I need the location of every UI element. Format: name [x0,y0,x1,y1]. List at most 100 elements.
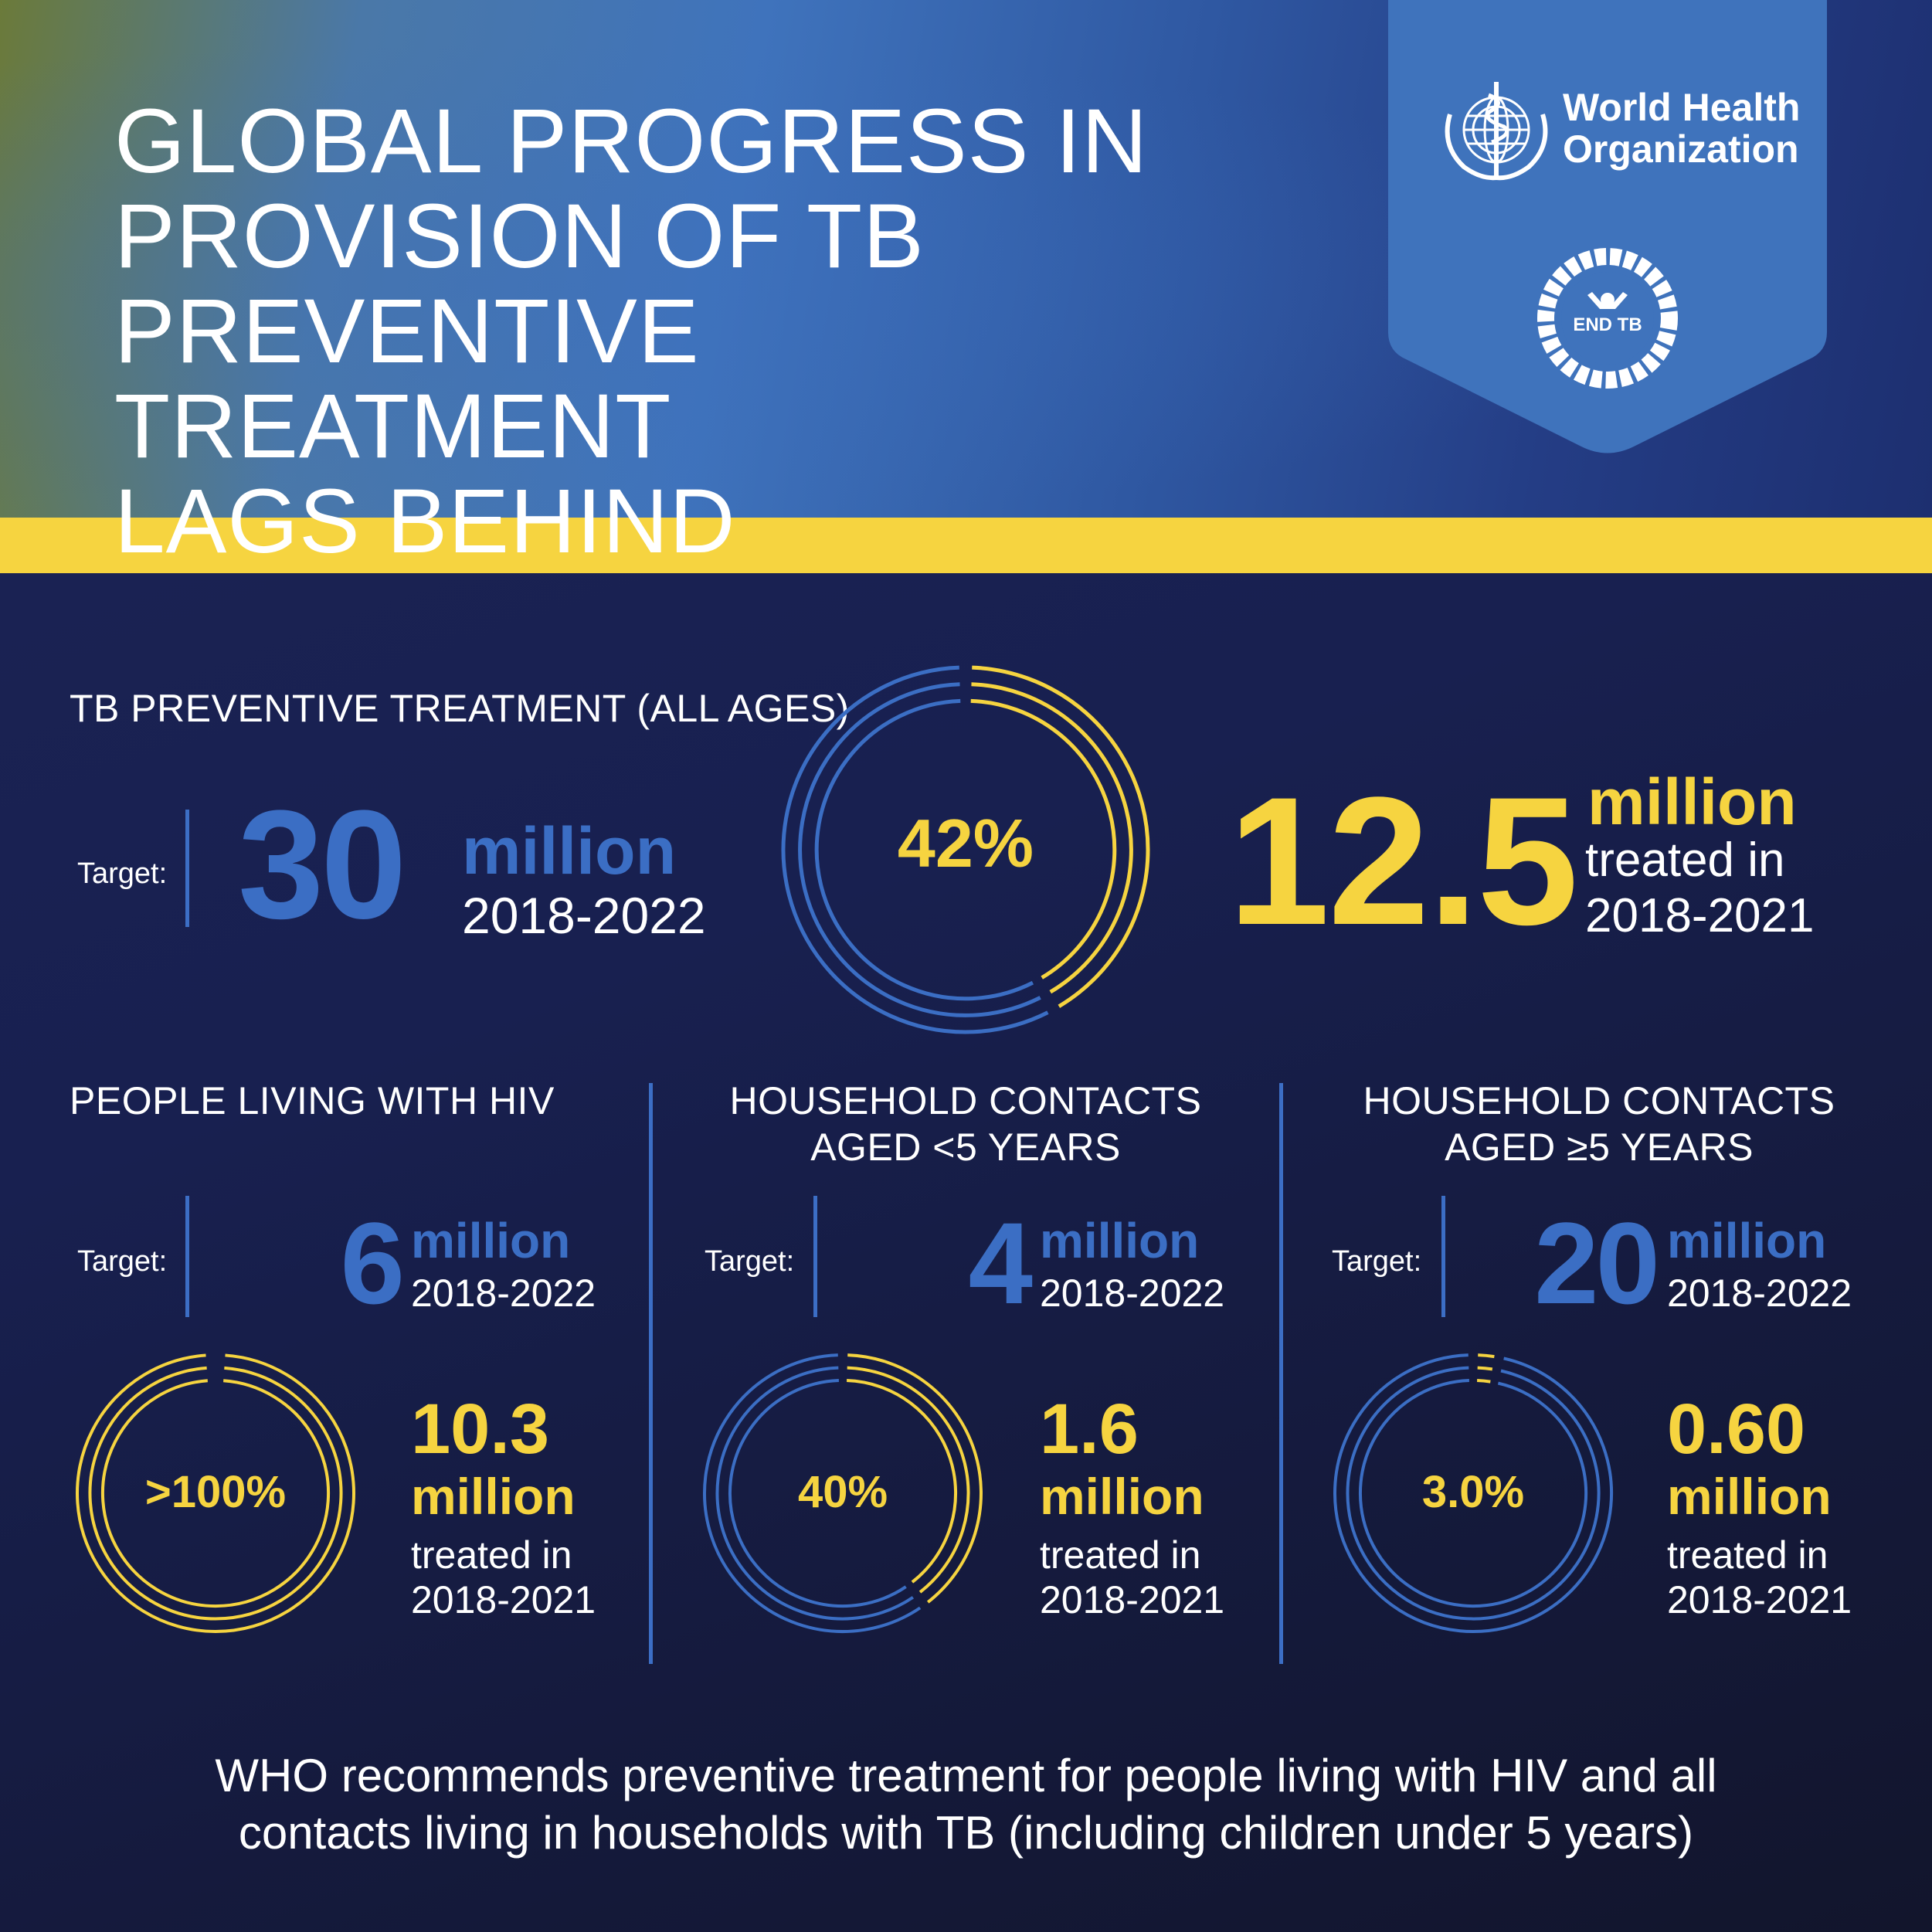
target-label: Target: [705,1245,795,1278]
ring-track [76,1353,355,1633]
column-divider [1279,1083,1283,1664]
ring-progress-arc [847,1379,958,1584]
footer-line: contacts living in households with TB (i… [238,1807,1694,1859]
end-tb-label: END TB [1573,314,1642,335]
ring-remaining-arc [728,1379,907,1608]
footer-note: WHO recommends preventive treatment for … [77,1747,1855,1862]
target-unit: million [411,1213,571,1268]
target-period: 2018-2022 [1040,1272,1225,1315]
treated-text: treated in [1040,1533,1201,1577]
target-period: 2018-2022 [411,1272,596,1315]
section-title-all-ages: TB PREVENTIVE TREATMENT (ALL AGES) [70,687,850,730]
ring-remaining-arc [1346,1366,1601,1621]
ring-track [814,698,1117,1001]
ring-track [1333,1353,1613,1633]
who-name-line: Organization [1563,127,1799,171]
ring-progress-arc [972,665,1150,1008]
ring-progress-arc [1477,1366,1493,1371]
ring-track [1359,1379,1588,1608]
target-period: 2018-2022 [462,887,706,944]
target-divider [1441,1196,1445,1317]
ring-progress-arc [847,1353,983,1604]
treated-value: 10.3 [411,1390,550,1469]
target-unit: million [1040,1213,1200,1268]
page-title: GLOBAL PROGRESS IN PROVISION OF TB PREVE… [114,94,1196,569]
title-line: LAGS BEHIND [114,470,736,572]
section-title-5-plus: HOUSEHOLD CONTACTS AGED ≥5 YEARS [1306,1078,1893,1170]
treated-period: 2018-2021 [1667,1578,1852,1621]
ring-track [781,665,1150,1034]
treated-period: 2018-2021 [411,1578,596,1621]
ring-progress-arc [971,682,1133,994]
target-unit: million [462,814,677,888]
target-value: 4 [968,1198,1033,1328]
ring-track [728,1379,958,1608]
ring-remaining-arc [715,1366,915,1621]
section-title-under-5: HOUSEHOLD CONTACTS AGED <5 YEARS [680,1078,1251,1170]
target-unit: million [1667,1213,1827,1268]
ring-progress-arc [76,1353,355,1633]
treated-unit: million [1587,766,1797,838]
ring-track [88,1366,343,1621]
progress-ring-under-5: 40% [703,1353,983,1633]
target-divider [813,1196,817,1317]
ring-progress-arc [970,698,1117,980]
section-title-line: HOUSEHOLD CONTACTS [729,1079,1202,1122]
percent-label: 42% [898,805,1034,881]
progress-ring-5-plus: 3.0% [1333,1353,1613,1633]
title-line: GLOBAL PROGRESS IN [114,90,1149,192]
section-title-line: HOUSEHOLD CONTACTS [1363,1079,1835,1122]
treated-value: 0.60 [1667,1390,1806,1469]
target-value: 30 [238,779,406,951]
ring-track [1346,1366,1601,1621]
target-label: Target: [77,1245,168,1278]
treated-text: treated in [411,1533,572,1577]
target-value: 6 [340,1198,405,1328]
title-line: PROVISION OF TB [114,185,925,287]
target-label: Target: [1332,1245,1422,1278]
section-title-line: AGED ≥5 YEARS [1445,1126,1754,1169]
ring-track [100,1379,331,1608]
end-tb-icon [1537,248,1678,389]
progress-ring-all-ages: 42% [781,665,1150,1034]
percent-label: 3.0% [1422,1467,1524,1517]
footer-line: WHO recommends preventive treatment for … [215,1750,1717,1801]
treated-value: 1.6 [1040,1390,1139,1469]
ring-progress-arc [1477,1379,1491,1384]
ring-remaining-arc [781,665,1049,1034]
ring-track [703,1353,983,1633]
section-title-hiv: PEOPLE LIVING WITH HIV [70,1079,555,1122]
target-value: 20 [1534,1198,1660,1328]
percent-label: >100% [145,1467,286,1517]
ring-remaining-arc [814,698,1034,1001]
treated-period: 2018-2021 [1040,1578,1225,1621]
column-divider [649,1083,653,1664]
target-period: 2018-2022 [1667,1272,1852,1315]
treated-text: treated in [1585,834,1785,887]
progress-ring-hiv: >100% [76,1353,355,1633]
ring-track [715,1366,970,1621]
treated-text: treated in [1667,1533,1828,1577]
treated-unit: million [1667,1468,1832,1525]
who-emblem-icon [1445,82,1548,181]
percent-label: 40% [798,1467,888,1517]
ring-remaining-arc [1359,1379,1588,1608]
title-line: PREVENTIVE TREATMENT [114,280,700,477]
target-divider [185,1196,189,1317]
treated-value: 12.5 [1228,759,1578,963]
who-name-line: World Health [1563,86,1801,129]
section-title-line: AGED <5 YEARS [810,1126,1121,1169]
ring-progress-arc [100,1379,331,1608]
ring-track [798,682,1133,1017]
treated-unit: million [411,1468,576,1525]
ring-remaining-arc [703,1353,922,1633]
ring-remaining-arc [798,682,1041,1017]
who-name: World Health Organization [1563,87,1800,170]
target-label: Target: [77,857,168,890]
ring-progress-arc [88,1366,343,1621]
ring-remaining-arc [1333,1353,1613,1633]
yellow-divider [0,518,1932,573]
ring-progress-arc [847,1366,970,1594]
who-badge: END TB [1388,0,1827,453]
